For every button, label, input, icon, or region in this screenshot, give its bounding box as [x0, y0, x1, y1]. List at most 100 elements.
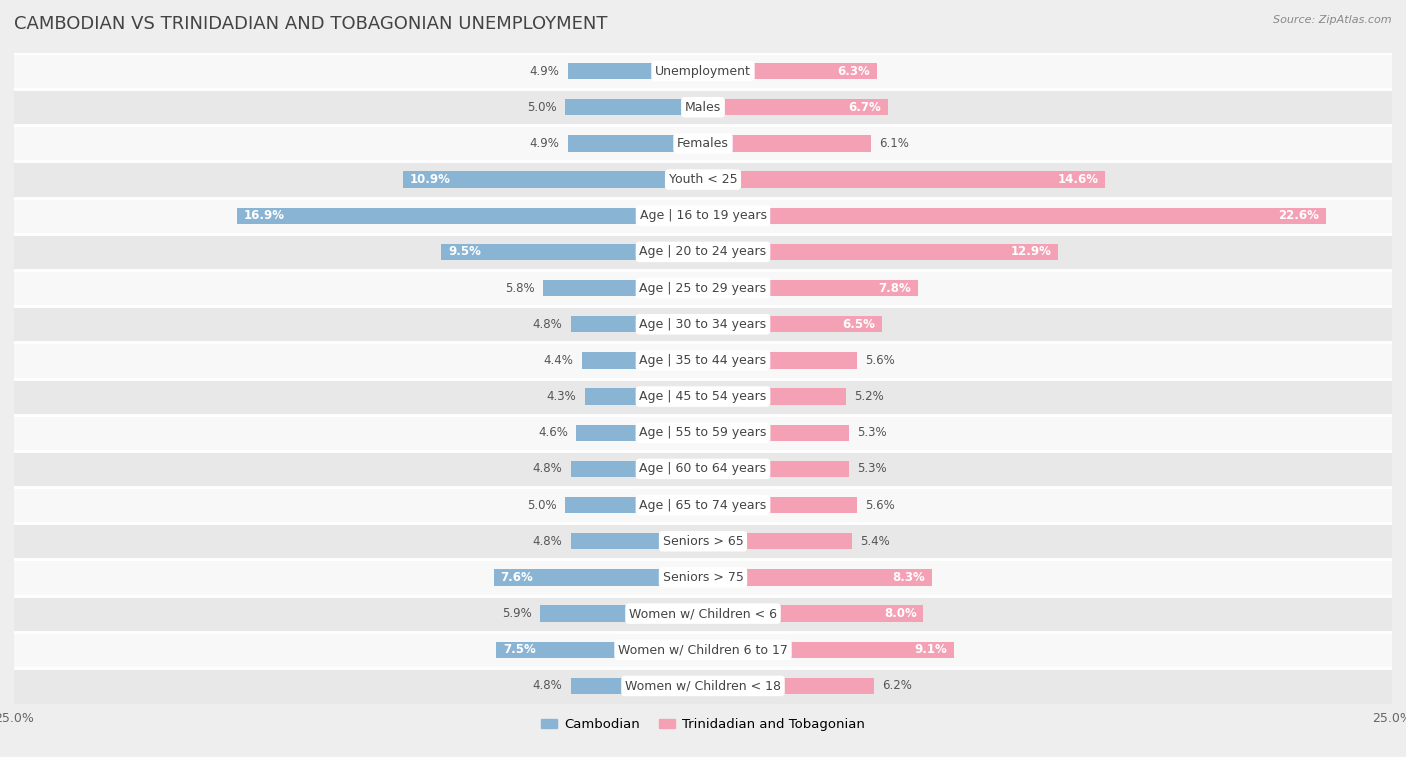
- Text: 10.9%: 10.9%: [409, 173, 450, 186]
- Bar: [14, 378, 1392, 415]
- Text: 4.9%: 4.9%: [530, 137, 560, 150]
- Text: 9.1%: 9.1%: [914, 643, 946, 656]
- Text: Age | 20 to 24 years: Age | 20 to 24 years: [640, 245, 766, 258]
- Text: 12.9%: 12.9%: [1011, 245, 1052, 258]
- Bar: [703, 171, 1105, 188]
- Text: Males: Males: [685, 101, 721, 114]
- Text: Women w/ Children < 6: Women w/ Children < 6: [628, 607, 778, 620]
- Bar: [582, 352, 703, 369]
- Bar: [703, 280, 918, 296]
- Bar: [496, 642, 703, 658]
- Text: Women w/ Children 6 to 17: Women w/ Children 6 to 17: [619, 643, 787, 656]
- Bar: [402, 171, 703, 188]
- Text: 5.6%: 5.6%: [866, 499, 896, 512]
- Text: 9.5%: 9.5%: [449, 245, 481, 258]
- Bar: [703, 63, 876, 79]
- Text: 5.0%: 5.0%: [527, 499, 557, 512]
- Bar: [568, 136, 703, 151]
- Text: Age | 16 to 19 years: Age | 16 to 19 years: [640, 209, 766, 223]
- Bar: [703, 425, 849, 441]
- Bar: [14, 270, 1392, 306]
- Text: Age | 25 to 29 years: Age | 25 to 29 years: [640, 282, 766, 294]
- Text: 6.2%: 6.2%: [882, 680, 912, 693]
- Text: 4.8%: 4.8%: [533, 318, 562, 331]
- Text: 5.8%: 5.8%: [505, 282, 534, 294]
- Text: CAMBODIAN VS TRINIDADIAN AND TOBAGONIAN UNEMPLOYMENT: CAMBODIAN VS TRINIDADIAN AND TOBAGONIAN …: [14, 15, 607, 33]
- Bar: [540, 606, 703, 621]
- Bar: [494, 569, 703, 586]
- Text: 22.6%: 22.6%: [1278, 209, 1319, 223]
- Text: 8.0%: 8.0%: [884, 607, 917, 620]
- Bar: [703, 497, 858, 513]
- Bar: [14, 631, 1392, 668]
- Bar: [14, 306, 1392, 342]
- Text: 4.3%: 4.3%: [547, 390, 576, 403]
- Text: 14.6%: 14.6%: [1057, 173, 1098, 186]
- Bar: [703, 316, 882, 332]
- Bar: [14, 234, 1392, 270]
- Text: 4.4%: 4.4%: [544, 354, 574, 367]
- Bar: [14, 53, 1392, 89]
- Bar: [14, 596, 1392, 631]
- Text: 6.1%: 6.1%: [879, 137, 910, 150]
- Bar: [703, 461, 849, 477]
- Text: 5.6%: 5.6%: [866, 354, 896, 367]
- Bar: [703, 642, 953, 658]
- Text: 4.8%: 4.8%: [533, 463, 562, 475]
- Bar: [14, 668, 1392, 704]
- Text: Age | 35 to 44 years: Age | 35 to 44 years: [640, 354, 766, 367]
- Text: 6.5%: 6.5%: [842, 318, 875, 331]
- Bar: [14, 559, 1392, 596]
- Text: Age | 65 to 74 years: Age | 65 to 74 years: [640, 499, 766, 512]
- Bar: [571, 533, 703, 550]
- Bar: [238, 207, 703, 224]
- Bar: [441, 244, 703, 260]
- Text: 5.3%: 5.3%: [858, 463, 887, 475]
- Text: 5.3%: 5.3%: [858, 426, 887, 439]
- Bar: [571, 461, 703, 477]
- Bar: [14, 342, 1392, 378]
- Text: 4.8%: 4.8%: [533, 680, 562, 693]
- Bar: [565, 99, 703, 115]
- Bar: [703, 99, 887, 115]
- Text: 4.8%: 4.8%: [533, 534, 562, 548]
- Text: 5.9%: 5.9%: [502, 607, 531, 620]
- Text: 4.6%: 4.6%: [538, 426, 568, 439]
- Text: Age | 60 to 64 years: Age | 60 to 64 years: [640, 463, 766, 475]
- Bar: [703, 569, 932, 586]
- Bar: [14, 487, 1392, 523]
- Bar: [703, 136, 872, 151]
- Bar: [14, 89, 1392, 126]
- Text: Seniors > 75: Seniors > 75: [662, 571, 744, 584]
- Text: 5.0%: 5.0%: [527, 101, 557, 114]
- Bar: [543, 280, 703, 296]
- Text: 7.8%: 7.8%: [879, 282, 911, 294]
- Bar: [14, 523, 1392, 559]
- Text: Age | 45 to 54 years: Age | 45 to 54 years: [640, 390, 766, 403]
- Text: 7.6%: 7.6%: [501, 571, 533, 584]
- Bar: [14, 415, 1392, 451]
- Bar: [571, 316, 703, 332]
- Text: Age | 30 to 34 years: Age | 30 to 34 years: [640, 318, 766, 331]
- Bar: [703, 352, 858, 369]
- Text: Unemployment: Unemployment: [655, 64, 751, 77]
- Bar: [703, 388, 846, 405]
- Bar: [14, 161, 1392, 198]
- Text: 5.4%: 5.4%: [860, 534, 890, 548]
- Bar: [568, 63, 703, 79]
- Text: 5.2%: 5.2%: [855, 390, 884, 403]
- Legend: Cambodian, Trinidadian and Tobagonian: Cambodian, Trinidadian and Tobagonian: [536, 713, 870, 737]
- Bar: [14, 198, 1392, 234]
- Text: Source: ZipAtlas.com: Source: ZipAtlas.com: [1274, 15, 1392, 25]
- Bar: [571, 678, 703, 694]
- Text: 16.9%: 16.9%: [245, 209, 285, 223]
- Text: 4.9%: 4.9%: [530, 64, 560, 77]
- Text: Females: Females: [678, 137, 728, 150]
- Bar: [703, 244, 1059, 260]
- Text: 6.3%: 6.3%: [837, 64, 870, 77]
- Text: Women w/ Children < 18: Women w/ Children < 18: [626, 680, 780, 693]
- Bar: [576, 425, 703, 441]
- Bar: [565, 497, 703, 513]
- Bar: [703, 678, 875, 694]
- Bar: [703, 606, 924, 621]
